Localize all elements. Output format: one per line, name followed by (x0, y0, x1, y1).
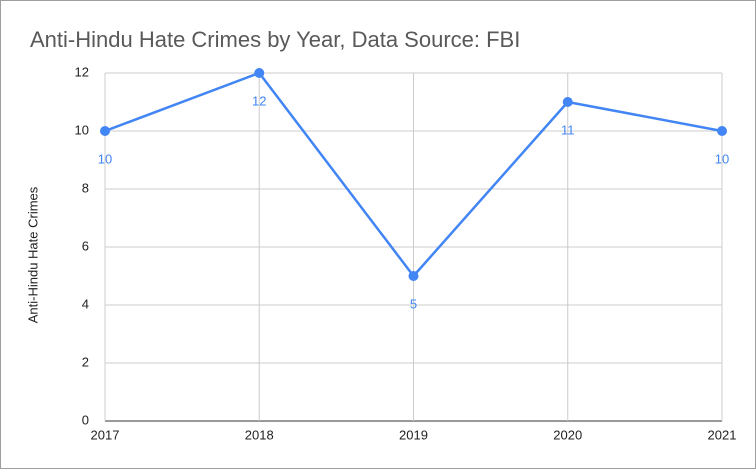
y-tick-label: 8 (82, 180, 89, 195)
y-tick-label: 4 (82, 296, 89, 311)
y-tick-label: 6 (82, 238, 89, 253)
data-point (717, 126, 727, 136)
data-label: 5 (410, 296, 417, 311)
data-label: 11 (561, 122, 575, 137)
data-label: 10 (98, 151, 112, 166)
data-point (254, 68, 265, 78)
x-tick-label: 2019 (399, 427, 428, 442)
x-tick-label: 2020 (553, 427, 582, 442)
x-tick-label: 2018 (245, 427, 274, 442)
chart-title: Anti-Hindu Hate Crimes by Year, Data Sou… (30, 27, 520, 52)
y-tick-label: 2 (82, 354, 89, 369)
y-tick-label: 0 (82, 412, 89, 427)
data-point (562, 97, 573, 107)
data-point (100, 126, 110, 136)
data-label: 12 (252, 93, 266, 108)
y-tick-label: 12 (75, 64, 89, 79)
data-label: 10 (715, 151, 729, 166)
data-point (408, 271, 419, 281)
y-tick-label: 10 (75, 122, 89, 137)
x-tick-label: 2021 (708, 427, 737, 442)
y-axis-label: Anti-Hindu Hate Crimes (25, 186, 40, 323)
x-tick-label: 2017 (91, 427, 120, 442)
